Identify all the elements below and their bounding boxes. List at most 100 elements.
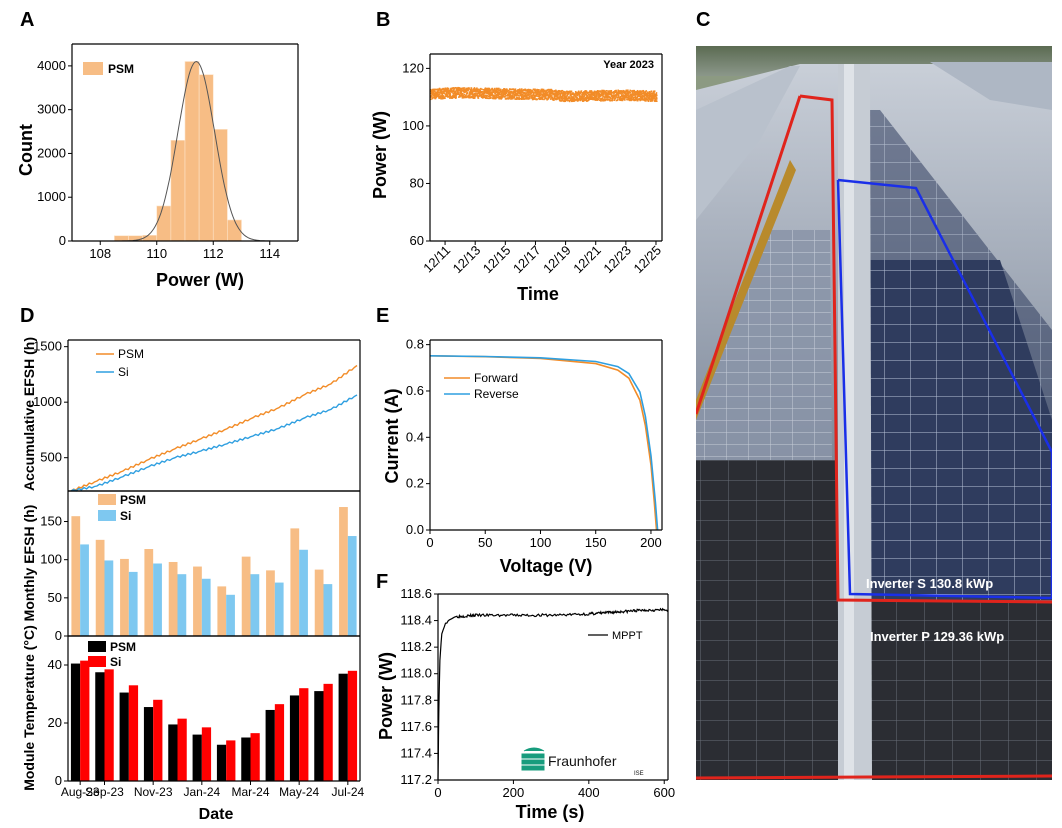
power-data-point [469,94,471,97]
power-data-point [432,92,435,94]
power-data-point [619,99,622,102]
power-data-point [599,91,602,93]
power-data-point [543,98,545,101]
power-data-point [570,98,572,101]
power-data-point [595,97,598,100]
power-data-point [453,87,456,90]
power-data-point [442,97,444,100]
power-data-point [650,90,653,93]
power-data-point [597,98,600,101]
power-data-point [471,90,473,93]
power-data-point [491,89,494,91]
power-data-point [496,96,499,98]
power-data-point [602,90,605,93]
power-data-point [497,87,499,90]
power-data-point [602,95,605,98]
power-data-point [636,92,638,94]
power-data-point [551,96,554,99]
power-data-point [525,94,528,97]
power-data-point [605,93,607,95]
power-data-point [488,88,491,90]
temperature-bar-psm [95,672,105,781]
power-data-point [561,92,563,95]
power-data-point [563,91,565,93]
power-data-point [473,92,476,95]
power-data-point [620,92,622,95]
bar-chart-d-monthly: 0 50 100 150 [40,490,361,643]
monthly-bar-si [177,574,187,636]
power-data-point [466,96,468,98]
power-data-point [435,91,437,93]
monthly-bar-si [226,594,235,636]
power-data-point [630,96,633,99]
power-data-point [507,89,510,92]
power-data-point [497,89,500,91]
power-data-point [517,94,520,97]
power-data-point [629,93,632,96]
temperature-bar-si [347,670,358,781]
power-data-point [542,92,545,94]
power-data-point [513,91,515,93]
power-data-point [455,96,457,98]
power-data-point [435,96,438,99]
b-y-tick-label: 60 [410,233,424,248]
power-data-point [547,91,550,93]
e-x-tick-label: 0 [426,535,433,550]
power-data-point [439,88,442,91]
b-x-tick-label: 12/11 [420,243,453,276]
power-data-point [539,91,542,94]
power-data-point [655,96,658,99]
power-data-point [647,99,650,102]
d3-x-tick-label: Sep-23 [85,785,124,799]
power-data-point [460,89,462,92]
power-data-point [588,91,591,94]
power-data-point [533,94,535,96]
f-y-tick-label: 118.2 [400,639,432,654]
power-data-point [623,97,625,100]
power-data-point [612,96,615,99]
power-data-point [630,98,632,100]
power-data-point [468,88,470,90]
power-data-point [545,97,548,100]
b-y-tick-label: 120 [402,60,424,75]
power-data-point [445,95,447,97]
power-data-point [482,88,485,91]
power-data-point [513,88,515,91]
temperature-bar-si [104,669,114,781]
power-data-point [651,96,653,98]
power-data-point [558,97,561,100]
power-data-point [446,88,449,90]
power-data-point [645,100,647,102]
power-data-point [531,96,533,99]
power-data-point [576,99,578,102]
power-data-point [602,93,604,96]
a-y-tick-label: 1000 [37,189,66,204]
f-x-tick-label: 0 [434,785,441,800]
power-data-point [586,99,589,102]
temperature-bar-psm [265,709,275,781]
power-data-point [437,92,440,94]
power-data-point [593,98,595,101]
d3-x-tick-label: Mar-24 [231,785,269,799]
power-data-point [462,87,465,89]
power-data-point [585,93,588,96]
power-data-point [634,92,637,95]
power-data-point [650,92,653,95]
power-data-point [496,91,498,94]
power-data-point [444,90,446,93]
power-data-point [468,93,471,96]
power-data-point [615,95,618,97]
histogram-bar [170,140,186,242]
power-data-point [518,89,521,92]
power-data-point [600,94,603,97]
power-data-point [617,94,620,96]
power-data-point [582,100,585,102]
power-data-point [436,94,438,97]
power-data-point [604,90,607,93]
power-data-point [530,91,533,93]
power-data-point [545,90,547,93]
power-data-point [537,95,539,98]
power-data-point [500,92,503,95]
power-data-point [479,93,481,96]
power-data-point [516,96,518,99]
